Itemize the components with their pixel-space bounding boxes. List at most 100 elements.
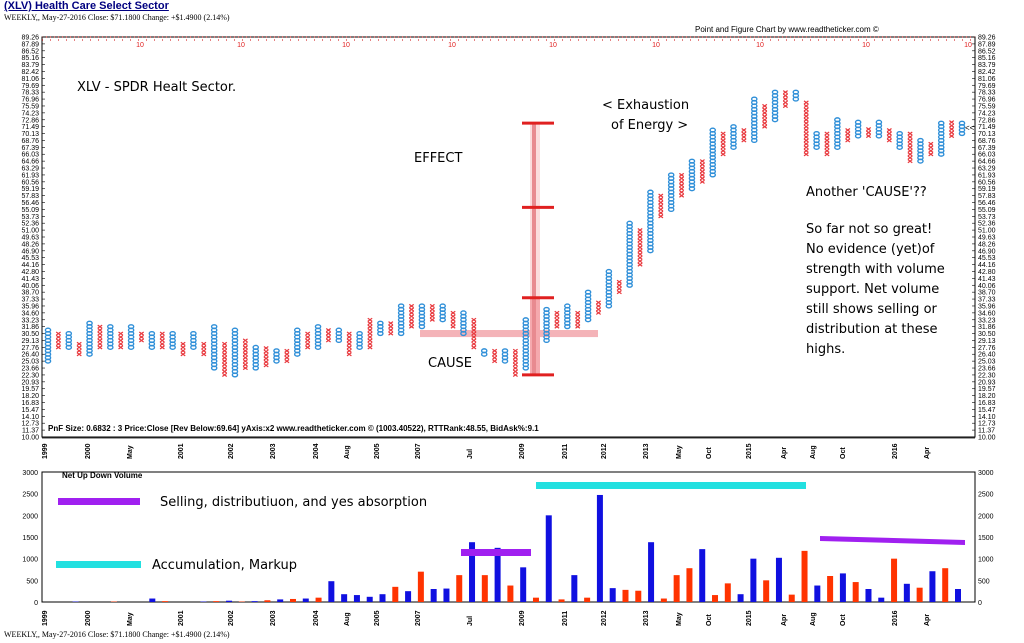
top-marker: 10 — [652, 42, 660, 49]
x-box — [97, 345, 103, 350]
o-box — [190, 330, 197, 337]
y-tick-label-right: 18.20 — [978, 393, 996, 400]
pnf-o-column — [65, 330, 73, 350]
pnf-o-column — [896, 130, 903, 150]
y-tick-label-right: 60.56 — [978, 179, 996, 186]
distribution-marker — [820, 536, 965, 545]
volume-bars — [72, 494, 961, 602]
x-box — [222, 359, 228, 364]
y-tick-label-left: 53.73 — [21, 214, 39, 221]
o-box — [480, 348, 488, 354]
up-volume-bar — [814, 585, 821, 602]
o-box — [418, 303, 426, 309]
o-box — [667, 172, 675, 178]
y-tick-label-right: 75.59 — [978, 103, 996, 110]
x-box — [450, 324, 456, 329]
pnf-o-column — [584, 289, 592, 323]
annotation-exhaustion-2: of Energy > — [611, 118, 688, 133]
pnf-x-column — [949, 120, 955, 139]
y-tick-label-right: 57.83 — [978, 193, 996, 200]
y-tick-label-right: 87.89 — [978, 41, 996, 48]
x-box — [824, 148, 830, 153]
annotation-comment-6: distribution at these — [806, 322, 938, 337]
y-tick-label-left: 16.83 — [21, 400, 39, 407]
down-volume-bar — [788, 594, 795, 602]
pnf-o-column — [418, 303, 426, 330]
y-tick-label-right: 42.80 — [978, 269, 996, 276]
y-tick-label-left: 33.23 — [21, 317, 39, 324]
o-box — [148, 330, 156, 337]
x-box — [55, 334, 61, 340]
x-box — [928, 152, 934, 157]
y-tick-label-right: 15.47 — [978, 407, 996, 414]
pnf-o-column — [709, 127, 717, 178]
annotation-title: XLV - SPDR Healt Sector. — [77, 80, 236, 95]
y-tick-label-left: 10.00 — [21, 435, 39, 442]
x-box — [97, 338, 103, 343]
pnf-columns — [44, 89, 966, 378]
x-box — [886, 138, 892, 143]
y-tick-label-right: 61.93 — [978, 172, 996, 179]
y-tick-label-left: 27.76 — [21, 345, 39, 352]
y-tick-label-right: 25.03 — [978, 359, 996, 366]
annotation-comment-3: strength with volume — [806, 262, 945, 277]
y-tick-label-left: 60.56 — [21, 179, 39, 186]
x-box — [222, 348, 228, 353]
x-box — [201, 352, 207, 357]
y-tick-label-left: 20.93 — [21, 379, 39, 386]
x-box — [180, 352, 186, 357]
x-box — [242, 352, 248, 357]
volume-x-label: May — [676, 612, 683, 626]
pnf-o-column — [771, 89, 779, 123]
pnf-o-column — [834, 117, 841, 150]
up-volume-bar — [328, 581, 335, 602]
x-box — [471, 341, 477, 347]
chart-title[interactable]: (XLV) Health Care Select Sector — [4, 0, 169, 12]
o-box — [958, 120, 966, 126]
x-box — [907, 159, 913, 164]
y-tick-label-left: 87.89 — [21, 41, 39, 48]
x-box — [679, 172, 685, 178]
up-volume-bar — [277, 599, 284, 602]
pnf-o-column — [626, 220, 633, 288]
y-tick-label-left: 68.76 — [21, 138, 39, 145]
x-box — [346, 352, 352, 357]
pnf-x-label: 2013 — [643, 443, 650, 459]
x-box — [450, 317, 456, 322]
x-box — [408, 324, 415, 329]
volume-x-label: 2016 — [892, 610, 899, 626]
pnf-x-label: 2016 — [892, 443, 899, 459]
x-box — [97, 324, 103, 329]
pnf-x-column — [699, 159, 705, 184]
volume-x-label: 2011 — [562, 611, 569, 626]
x-box — [782, 90, 788, 95]
y-tick-label-left: 35.96 — [21, 303, 39, 310]
y-tick-label-right: 31.86 — [978, 324, 996, 331]
pnf-o-column — [958, 120, 966, 137]
y-tick-label-right: 71.49 — [978, 124, 996, 131]
pnf-x-label: Apr — [781, 447, 788, 459]
o-box — [86, 320, 93, 326]
pnf-x-label: 2009 — [519, 443, 526, 459]
y-tick-label-left: 34.60 — [21, 310, 39, 317]
x-box — [242, 345, 248, 350]
y-tick-label-right: 83.79 — [978, 62, 996, 69]
o-box — [647, 189, 654, 195]
y-tick-label-right: 78.33 — [978, 90, 996, 97]
down-volume-bar — [264, 600, 271, 602]
x-box — [388, 331, 394, 336]
x-box — [803, 145, 809, 150]
up-volume-bar — [750, 558, 757, 602]
x-box — [76, 345, 82, 350]
x-box — [720, 145, 726, 150]
y-tick-label-left: 75.59 — [21, 103, 39, 110]
pnf-o-column — [190, 330, 197, 350]
y-tick-label-left: 19.57 — [21, 386, 39, 393]
o-box — [252, 344, 260, 350]
y-tick-label-left: 29.13 — [21, 338, 39, 345]
pnf-o-column — [273, 348, 280, 364]
y-tick-label-left: 67.39 — [21, 145, 39, 152]
o-box — [813, 130, 820, 137]
top-marker: 10 — [964, 42, 972, 49]
x-box — [762, 117, 768, 122]
